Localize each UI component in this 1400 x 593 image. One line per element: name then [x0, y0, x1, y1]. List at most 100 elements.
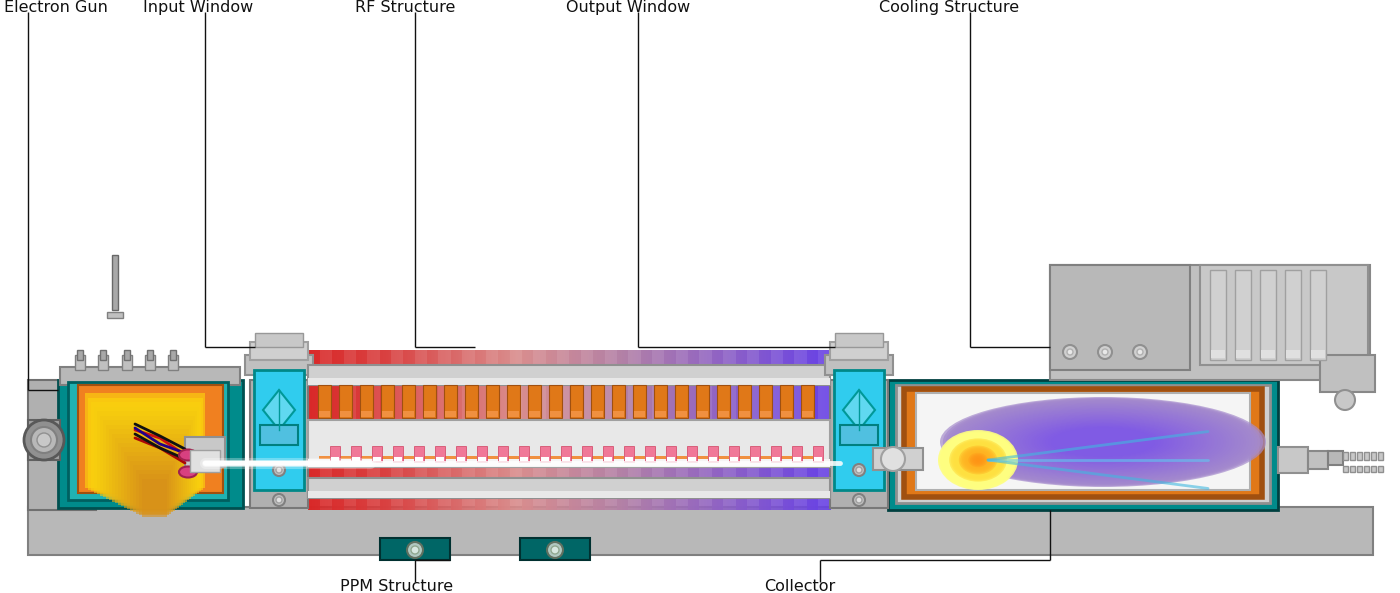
Circle shape	[547, 542, 563, 558]
Bar	[456, 350, 458, 510]
Bar	[412, 350, 413, 510]
Bar	[729, 350, 731, 510]
Bar	[808, 350, 809, 510]
Bar	[60, 367, 239, 385]
Circle shape	[853, 464, 865, 476]
Bar	[813, 446, 823, 462]
Ellipse shape	[938, 430, 1018, 490]
Bar	[692, 350, 693, 510]
Bar	[330, 446, 340, 462]
Bar	[809, 350, 811, 510]
Bar	[594, 350, 595, 510]
Bar	[462, 350, 463, 510]
Bar	[112, 255, 118, 310]
Bar	[535, 350, 536, 510]
Text: PPM Structure: PPM Structure	[340, 579, 454, 593]
Bar	[1310, 270, 1326, 360]
Bar	[379, 538, 449, 560]
Bar	[788, 350, 790, 510]
Bar	[664, 350, 665, 510]
Bar	[351, 350, 353, 510]
Bar	[718, 456, 729, 462]
Bar	[433, 350, 434, 510]
Bar	[339, 428, 351, 463]
Bar	[564, 350, 567, 510]
Bar	[706, 350, 707, 510]
Text: Cooling Structure: Cooling Structure	[879, 0, 1019, 15]
Ellipse shape	[958, 444, 998, 476]
Ellipse shape	[945, 435, 1012, 485]
Bar	[560, 350, 563, 510]
Bar	[76, 355, 85, 370]
Bar	[444, 385, 456, 418]
Bar	[708, 350, 710, 510]
Bar	[738, 385, 750, 418]
Bar	[739, 411, 750, 417]
Bar	[771, 446, 781, 462]
Bar	[343, 350, 344, 510]
Bar	[489, 350, 490, 510]
Bar	[372, 350, 374, 510]
Bar	[528, 350, 529, 510]
Bar	[874, 448, 923, 470]
Circle shape	[1063, 345, 1077, 359]
Text: RF Structure: RF Structure	[356, 0, 455, 15]
Bar	[370, 350, 371, 510]
Bar	[91, 402, 202, 491]
Bar	[580, 350, 581, 510]
Bar	[827, 350, 829, 510]
Bar	[766, 350, 767, 510]
Bar	[454, 350, 455, 510]
Bar	[448, 350, 449, 510]
Ellipse shape	[953, 442, 1002, 478]
Bar	[379, 350, 382, 510]
Bar	[308, 491, 830, 498]
Bar	[487, 350, 489, 510]
Bar	[542, 350, 543, 510]
Bar	[445, 411, 456, 417]
Bar	[28, 507, 1373, 555]
Bar	[764, 350, 766, 510]
Bar	[781, 350, 783, 510]
Ellipse shape	[179, 467, 197, 477]
Bar	[613, 456, 624, 462]
Bar	[637, 350, 638, 510]
Bar	[650, 350, 651, 510]
Bar	[1211, 350, 1225, 358]
Ellipse shape	[1046, 426, 1161, 458]
Bar	[491, 350, 493, 510]
Bar	[617, 350, 620, 510]
Circle shape	[855, 497, 862, 503]
Bar	[494, 350, 497, 510]
Bar	[1050, 265, 1190, 370]
Bar	[634, 350, 637, 510]
Bar	[426, 350, 427, 510]
Bar	[659, 350, 661, 510]
Ellipse shape	[962, 448, 994, 472]
Bar	[554, 350, 556, 510]
Bar	[323, 350, 325, 510]
Bar	[592, 411, 603, 417]
Bar	[346, 350, 347, 510]
Bar	[601, 350, 602, 510]
Ellipse shape	[963, 403, 1243, 481]
Bar	[710, 350, 711, 510]
Bar	[644, 350, 645, 510]
Bar	[675, 350, 678, 510]
Bar	[403, 456, 414, 462]
Bar	[697, 456, 708, 462]
Bar	[309, 350, 312, 510]
Bar	[675, 350, 676, 510]
Bar	[403, 350, 405, 510]
Bar	[776, 350, 777, 510]
Ellipse shape	[956, 443, 1001, 477]
Bar	[755, 350, 756, 510]
Bar	[613, 350, 616, 510]
Bar	[253, 370, 304, 490]
Bar	[819, 350, 822, 510]
Bar	[760, 411, 771, 417]
Circle shape	[276, 467, 281, 473]
Bar	[400, 350, 402, 510]
Bar	[759, 428, 771, 463]
Bar	[540, 457, 549, 461]
